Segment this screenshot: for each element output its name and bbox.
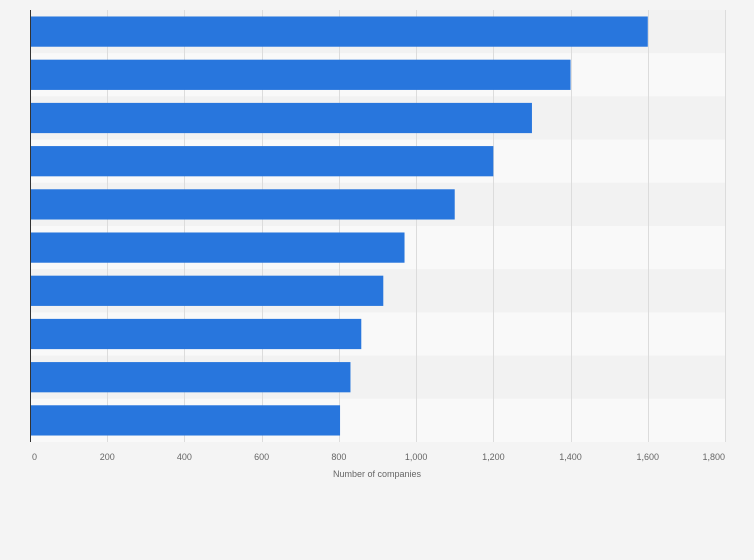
bar[interactable] — [31, 405, 341, 436]
x-tick-label: 1,400 — [559, 452, 582, 462]
bar[interactable] — [31, 362, 351, 393]
bar[interactable] — [31, 189, 455, 220]
bar[interactable] — [31, 275, 384, 306]
x-tick-label: 1,200 — [482, 452, 505, 462]
bar[interactable] — [31, 318, 362, 350]
x-axis-title: Number of companies — [333, 469, 422, 479]
x-tick-label: 1,000 — [405, 452, 428, 462]
x-tick-label: 400 — [177, 452, 192, 462]
bar[interactable] — [31, 16, 648, 47]
x-tick-label: 600 — [254, 452, 269, 462]
x-tick-label: 800 — [331, 452, 346, 462]
bar[interactable] — [31, 232, 405, 263]
bar[interactable] — [31, 102, 532, 134]
x-axis-ticks: 0 200 400 600 800 1,000 1,200 1,400 1,600 1,800 — [32, 452, 725, 462]
bar[interactable] — [31, 146, 494, 177]
x-tick-label: 200 — [100, 452, 115, 462]
x-tick-label: 1,600 — [637, 452, 660, 462]
bar[interactable] — [31, 59, 571, 90]
x-tick-label: 0 — [32, 452, 37, 462]
bars — [31, 16, 648, 436]
x-tick-label: 1,800 — [702, 452, 725, 462]
